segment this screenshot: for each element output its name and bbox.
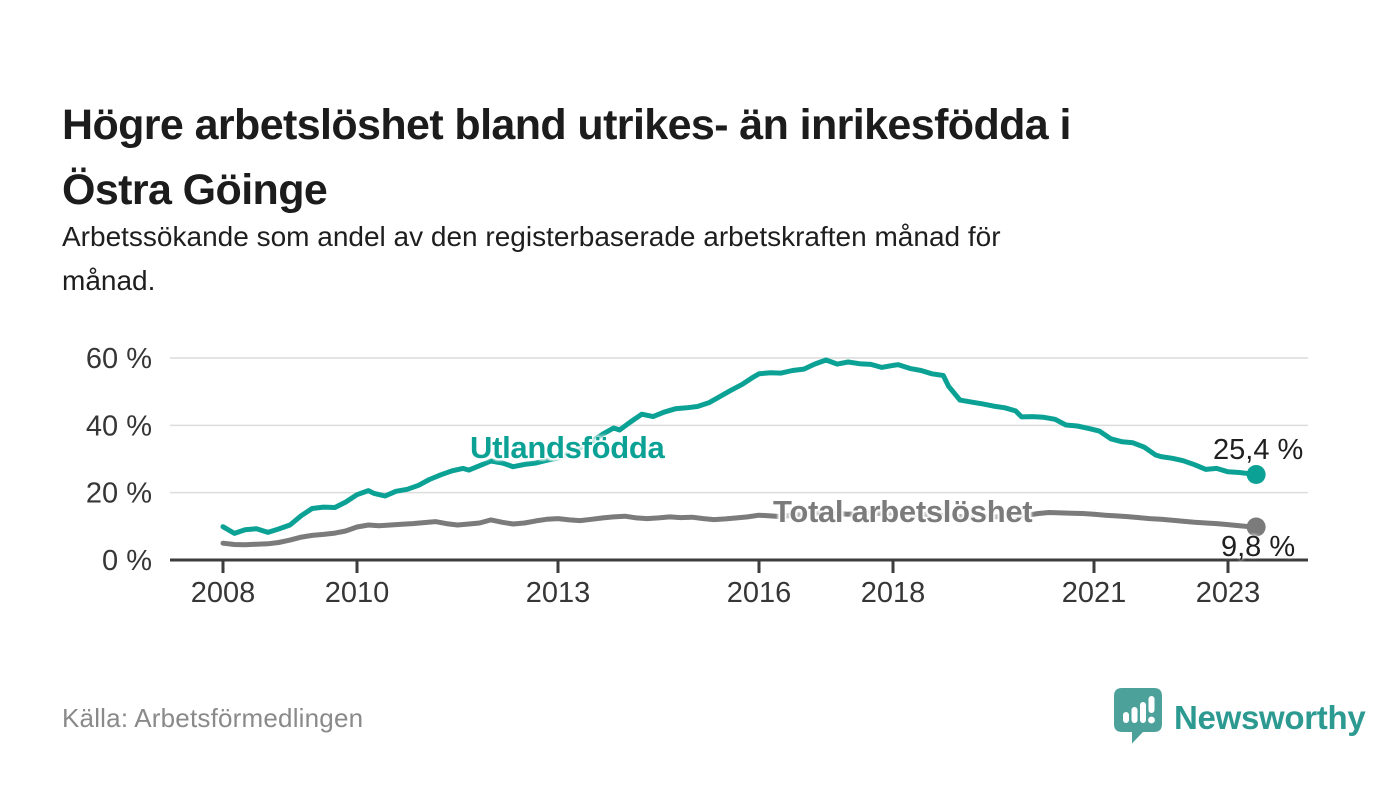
x-tick-label-2013: 2013 (526, 577, 591, 609)
subtitle-line-2: månad. (62, 265, 156, 296)
subtitle-line-1: Arbetssökande som andel av den registerb… (62, 221, 1001, 252)
y-tick-label-0: 0 % (102, 545, 152, 577)
source-attribution: Källa: Arbetsförmedlingen (62, 703, 364, 733)
x-tick-label-2023: 2023 (1196, 577, 1261, 609)
y-tick-label-60: 60 % (86, 343, 152, 375)
page-title: Högre arbetslöshet bland utrikes- än inr… (62, 93, 1362, 223)
x-tick-label-2018: 2018 (861, 577, 926, 609)
end-value-total-arbetsloshet: 9,8 % (1221, 531, 1296, 563)
y-tick-label-20: 20 % (86, 478, 152, 510)
end-dot-series-0 (1246, 464, 1266, 484)
series-label-utlandsfodda: Utlandsfödda (470, 430, 665, 465)
end-value-utlandsfodda: 25,4 % (1213, 434, 1304, 466)
x-tick-label-2016: 2016 (727, 577, 792, 609)
brand-wordmark: Newsworthy (1174, 698, 1366, 736)
series-label-total-arbetsloshet: Total arbetslöshet (773, 494, 1033, 529)
x-tick-label-2008: 2008 (191, 577, 256, 609)
x-tick-label-2010: 2010 (325, 577, 390, 609)
title-line-1: Högre arbetslöshet bland utrikes- än inr… (62, 100, 1071, 149)
line-series-1 (220, 510, 1259, 548)
title-line-2: Östra Göinge (62, 165, 328, 214)
brand-lockup: Newsworthy (1112, 686, 1366, 749)
line-series-0 (220, 357, 1259, 536)
y-tick-label-40: 40 % (86, 410, 152, 442)
chart-subtitle: Arbetssökande som andel av den registerb… (62, 215, 1362, 303)
x-tick-label-2021: 2021 (1062, 577, 1127, 609)
newsworthy-logo-icon (1112, 686, 1164, 749)
end-dot-series-1 (1246, 517, 1266, 537)
